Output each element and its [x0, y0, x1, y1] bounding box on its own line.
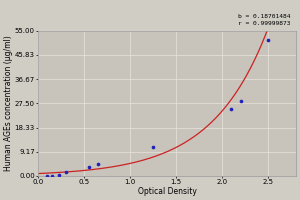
Point: [45, 174, 50, 178]
X-axis label: Optical Density: Optical Density: [138, 187, 197, 196]
Point: [229, 107, 234, 110]
Point: [238, 99, 243, 102]
Text: b = 0.18701484
r = 0.99999873: b = 0.18701484 r = 0.99999873: [238, 14, 291, 26]
Point: [86, 165, 91, 168]
Point: [64, 170, 68, 174]
Point: [151, 145, 156, 149]
Point: [96, 162, 100, 166]
Point: [56, 173, 61, 176]
Point: [50, 174, 55, 178]
Y-axis label: Human AGEs concentration (µg/ml): Human AGEs concentration (µg/ml): [4, 35, 13, 171]
Point: [266, 38, 271, 42]
